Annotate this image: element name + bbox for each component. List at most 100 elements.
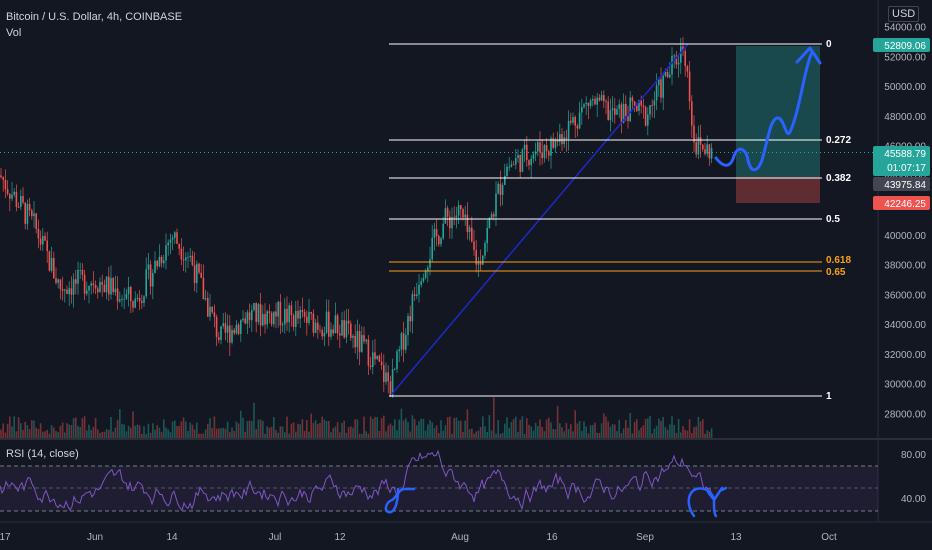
position-stop-zone[interactable] (736, 177, 820, 203)
fibonacci-retracement[interactable]: 0 0.272 0.382 0.5 0.618 0.65 1 (389, 39, 851, 402)
candle-body (138, 297, 141, 302)
volume-bar (176, 425, 178, 438)
volume-bar (215, 428, 218, 438)
volume-bar (347, 427, 350, 438)
candle-body (262, 314, 264, 326)
candle-body (134, 298, 136, 308)
candle-body (257, 304, 260, 322)
candle-body (169, 239, 172, 243)
volume-bar (446, 417, 449, 438)
candle-body (471, 227, 473, 242)
price-tag-value: 42246.25 (884, 199, 926, 210)
candle-body (539, 142, 541, 153)
volume-bar (651, 433, 653, 438)
candle-body (284, 308, 286, 325)
candle-body (541, 152, 543, 158)
candle-body (662, 75, 664, 98)
volume-bar (50, 425, 53, 438)
volume-bar (134, 425, 136, 438)
price-tick: 48000.00 (884, 112, 926, 123)
volume-bar (550, 422, 552, 438)
rsi-drawing-right[interactable] (687, 486, 728, 518)
volume-bar (121, 423, 123, 438)
candlesticks (0, 36, 713, 398)
candle-body (66, 289, 68, 294)
price-tick: 44000.00 (884, 171, 926, 182)
volume-bar (631, 433, 634, 438)
time-tick: Jul (269, 532, 282, 543)
volume-bar (92, 426, 95, 438)
candle-body (440, 238, 442, 245)
candle-body (642, 105, 645, 107)
candle-body (215, 316, 218, 338)
candle-body (495, 193, 497, 217)
time-tick: 17 (0, 532, 11, 543)
candle-body (158, 256, 161, 267)
candle-body (77, 270, 79, 284)
candle-body (207, 298, 209, 317)
volume-bar (72, 418, 75, 438)
volume-bar (548, 417, 550, 438)
candle-body (13, 191, 15, 195)
candle-body (600, 95, 603, 101)
candle-body (242, 318, 244, 321)
volume-bar (233, 430, 235, 438)
candle-body (636, 105, 638, 111)
candle-body (229, 325, 231, 343)
volume-bar (457, 420, 460, 438)
candle-body (37, 228, 40, 239)
candle-body (141, 301, 143, 303)
candle-body (86, 290, 88, 294)
volume-bar (429, 420, 431, 438)
candle-body (596, 97, 598, 105)
volume-bar (328, 420, 330, 438)
volume-bar (204, 429, 207, 438)
volume-bar (675, 432, 678, 438)
candle-body (457, 205, 460, 216)
volume-bar (680, 432, 682, 438)
candle-body (354, 335, 356, 348)
time-axis[interactable]: 17 Jun 14 Jul 12 Aug 16 Sep 13 Oct (0, 532, 837, 543)
volume-bar (642, 425, 645, 438)
currency-button[interactable]: USD (888, 6, 920, 22)
price-tick: 36000.00 (884, 290, 926, 301)
candle-body (31, 210, 33, 217)
volume-bar (101, 432, 103, 438)
candle-body (163, 260, 165, 264)
volume-bar (578, 420, 581, 438)
candle-body (565, 137, 568, 139)
candle-body (563, 137, 565, 145)
volume-bar (119, 409, 121, 438)
candle-body (160, 256, 163, 264)
volume-bar (79, 426, 81, 438)
price-tick: 32000.00 (884, 350, 926, 361)
volume-bar (543, 431, 546, 438)
candle-body (101, 282, 103, 285)
time-tick: Aug (451, 532, 469, 543)
candle-body (61, 289, 64, 291)
volume-bar (358, 433, 361, 438)
volume-bar (361, 433, 363, 438)
candle-body (570, 120, 572, 123)
volume-bar (288, 433, 290, 438)
volume-bar (552, 429, 554, 438)
volume-bar (482, 416, 484, 438)
candle-body (343, 320, 345, 338)
projection-drawing[interactable] (714, 50, 814, 172)
price-tag-bg (873, 38, 930, 52)
volume-bar (451, 433, 453, 438)
volume-bar (559, 423, 561, 438)
volume-bar (706, 430, 708, 438)
candle-body (319, 329, 321, 331)
volume-bar (46, 429, 48, 438)
rsi-drawing-left[interactable] (384, 487, 416, 514)
volume-bar (299, 424, 301, 438)
candle-body (226, 325, 229, 333)
price-axis[interactable]: 54000.0052000.0050000.0048000.0046000.00… (884, 23, 926, 421)
candle-body (548, 151, 550, 156)
fib-label-0.272: 0.272 (826, 135, 851, 146)
candle-body (686, 66, 689, 72)
volume-bar (334, 426, 337, 438)
volume-bar (350, 426, 352, 438)
